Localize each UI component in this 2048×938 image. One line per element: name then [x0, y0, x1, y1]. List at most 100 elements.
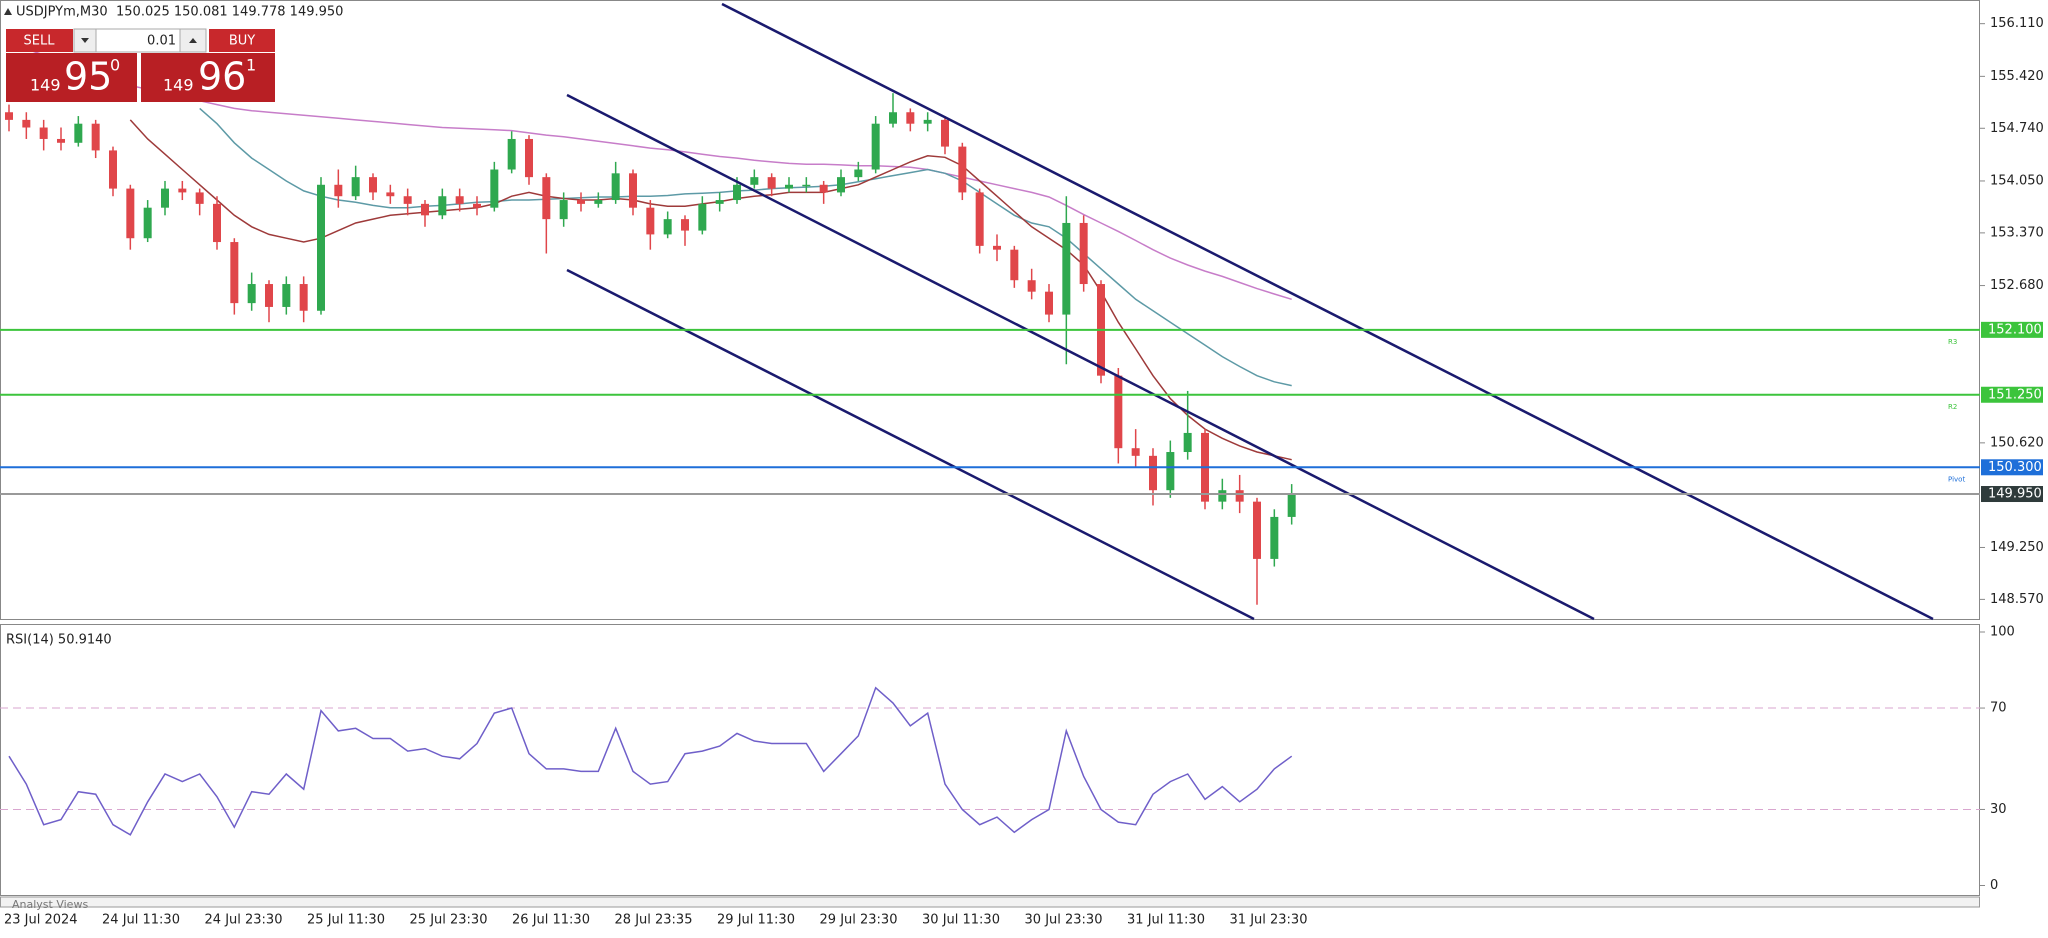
bottom-tab-strip — [0, 896, 1980, 908]
candle-body — [213, 203, 221, 243]
candle-body — [265, 284, 273, 307]
candle-body — [403, 196, 412, 204]
line-series — [199, 107, 1292, 387]
candle-body — [351, 177, 360, 197]
candle-body — [750, 177, 759, 185]
candle-body — [421, 203, 429, 216]
analyst-views-tab[interactable]: Analyst Views — [12, 898, 88, 911]
candle-body — [975, 192, 984, 246]
ask-big: 149 — [163, 76, 194, 95]
candle-body — [1253, 501, 1261, 559]
candle-body — [819, 184, 828, 193]
bid-big: 149 — [30, 76, 61, 95]
x-tick-label: 31 Jul 11:30 — [1127, 913, 1205, 928]
volume: 0.01 — [147, 34, 176, 49]
x-tick-label: 25 Jul 23:30 — [410, 913, 488, 928]
rsi-panel — [0, 624, 1980, 896]
level-name: R2 — [1948, 403, 1957, 411]
y-tick-label: 30 — [1990, 802, 2007, 817]
candle-body — [195, 192, 204, 204]
candle-body — [1149, 455, 1157, 491]
one-click-trading: SELL 0.01 BUY 149 95 0 149 96 1 — [6, 28, 275, 102]
level-label-box — [1981, 486, 2043, 503]
candle-body — [22, 119, 31, 128]
bid-mid: 95 — [64, 55, 112, 99]
ask-small: 1 — [246, 56, 256, 75]
y-tick-label: 148.570 — [1990, 592, 2044, 607]
buy-button[interactable] — [209, 29, 275, 52]
x-tick-label: 24 Jul 11:30 — [102, 913, 180, 928]
candle-body — [143, 207, 152, 239]
level-label: 151.250 — [1988, 387, 2042, 402]
candle-body — [542, 177, 551, 220]
candle-body — [906, 112, 915, 124]
candle-body — [698, 203, 707, 231]
candle-body — [39, 127, 48, 139]
candle-body — [490, 169, 499, 208]
candle-body — [559, 200, 568, 220]
rsi-title: RSI(14) 50.9140 — [6, 633, 112, 648]
candle-body — [299, 284, 308, 311]
candle-body — [1131, 448, 1140, 456]
buy-label: BUY — [229, 34, 255, 49]
bid-box[interactable] — [6, 53, 137, 102]
candle-body — [577, 200, 585, 204]
candle-body — [1010, 249, 1019, 281]
candle-body — [74, 123, 83, 143]
level-label-box — [1981, 386, 2043, 403]
candle-body — [889, 112, 897, 124]
candle-body — [334, 184, 343, 197]
y-tick-label: 0 — [1990, 878, 1998, 893]
candle-body — [1270, 516, 1279, 559]
ohlc-readout: 150.025 150.081 149.778 149.950 — [116, 5, 343, 20]
candle-body — [923, 119, 932, 124]
candle-body — [247, 284, 256, 304]
candle-body — [871, 123, 880, 170]
line-series — [8, 686, 1293, 836]
x-tick-label: 26 Jul 11:30 — [512, 913, 590, 928]
candle-body — [317, 184, 325, 311]
candle-body — [1062, 222, 1071, 315]
candle-body — [178, 188, 187, 193]
y-tick-label: 154.740 — [1990, 121, 2044, 136]
candle-body — [958, 146, 967, 193]
candle-body — [854, 169, 863, 178]
ask-box[interactable] — [141, 53, 275, 102]
x-tick-label: 30 Jul 11:30 — [922, 913, 1000, 928]
candle-body — [663, 219, 672, 235]
level-label-box — [1981, 321, 2043, 338]
candle-body — [681, 219, 689, 231]
sell-button[interactable] — [6, 29, 73, 52]
level-name: R3 — [1948, 338, 1957, 346]
candle-body — [386, 192, 395, 197]
candle-body — [837, 177, 845, 193]
level-label: 150.300 — [1988, 460, 2042, 475]
candle-body — [785, 184, 793, 189]
candle-body — [733, 184, 741, 201]
y-tick-label: 70 — [1990, 701, 2007, 716]
level-label-box — [1981, 459, 2043, 476]
collapse-icon[interactable] — [4, 8, 12, 15]
candle-body — [1166, 452, 1175, 491]
channel-line — [566, 93, 1595, 621]
y-tick-label: 149.250 — [1990, 540, 2044, 555]
candle-body — [5, 112, 13, 120]
level-label: 149.950 — [1988, 487, 2042, 502]
candle-body — [230, 242, 239, 304]
overlay-layer: 152.100 R3 151.250 R2 150.300 Pivot 149.950 — [0, 321, 2043, 503]
candle-body — [767, 177, 776, 189]
candle-body — [594, 200, 603, 204]
line-series — [8, 41, 1292, 301]
candle-body — [715, 200, 724, 204]
candle-body — [161, 188, 169, 208]
candle-body — [126, 188, 135, 239]
candle-body — [507, 138, 516, 170]
down-arrow — [81, 38, 89, 43]
candle-body — [455, 196, 464, 204]
y-tick-label: 156.110 — [1990, 16, 2044, 31]
candle-body — [369, 177, 377, 193]
candle-body — [282, 284, 291, 307]
candle-body — [438, 196, 447, 216]
